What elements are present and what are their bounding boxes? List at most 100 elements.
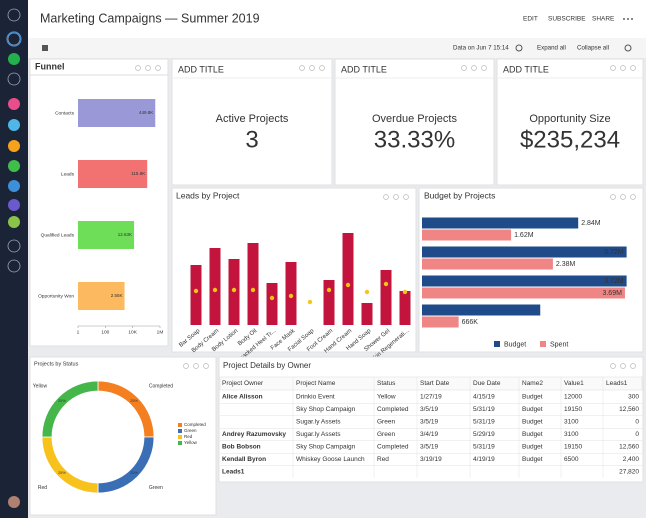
bar bbox=[422, 304, 541, 316]
expand-all[interactable]: Expand all bbox=[537, 45, 566, 52]
table-cell: 3/19/19 bbox=[420, 456, 442, 463]
legend-swatch bbox=[540, 341, 546, 347]
value-label: 3.72M bbox=[604, 278, 624, 285]
legend-swatch bbox=[178, 441, 182, 445]
table-cell: Sugar.ly Assets bbox=[296, 431, 341, 438]
panel-icon[interactable] bbox=[630, 363, 636, 369]
kpi-label: Overdue Projects bbox=[372, 113, 457, 125]
panel-icon[interactable] bbox=[155, 65, 161, 71]
legend-label: Budget bbox=[504, 341, 526, 348]
bar bbox=[323, 280, 335, 325]
dot bbox=[364, 289, 370, 295]
panel-icon[interactable] bbox=[145, 65, 151, 71]
column-header[interactable]: Project Owner bbox=[222, 380, 264, 387]
more-icon[interactable] bbox=[627, 18, 629, 20]
category-label: Leads bbox=[61, 171, 75, 177]
panel-icon[interactable] bbox=[393, 194, 399, 200]
sidebar-icon[interactable] bbox=[7, 32, 21, 46]
sidebar-icon[interactable] bbox=[7, 72, 21, 86]
sidebar-icon[interactable] bbox=[8, 140, 20, 152]
table-cell: 4/15/19 bbox=[473, 394, 495, 401]
table-cell: Red bbox=[377, 456, 389, 463]
column-header[interactable]: Start Date bbox=[420, 380, 450, 387]
panel-icon[interactable] bbox=[610, 363, 616, 369]
sidebar-icon[interactable] bbox=[7, 239, 21, 253]
x-tick-label: 10K bbox=[128, 329, 137, 335]
panel-icon[interactable] bbox=[471, 65, 477, 71]
panel-icon[interactable] bbox=[135, 65, 141, 71]
column-header[interactable]: Project Name bbox=[296, 380, 336, 387]
panel-icon[interactable] bbox=[481, 65, 487, 71]
sidebar-icon[interactable] bbox=[8, 53, 20, 65]
value-label: 2.38M bbox=[556, 261, 576, 268]
bar bbox=[422, 258, 553, 270]
category-label: Contacts bbox=[55, 110, 75, 116]
column-header[interactable]: Name2 bbox=[522, 380, 543, 387]
sidebar-icon[interactable] bbox=[8, 98, 20, 110]
bar bbox=[190, 265, 202, 325]
subscribe-button[interactable]: SUBSCRIBE bbox=[548, 16, 586, 23]
table-cell: Sky Shop Campaign bbox=[296, 406, 356, 413]
panel-icon[interactable] bbox=[299, 65, 305, 71]
panel-icon[interactable] bbox=[403, 194, 409, 200]
refresh-icon[interactable] bbox=[515, 44, 523, 52]
edit-button[interactable]: EDIT bbox=[523, 16, 538, 23]
sidebar-icon[interactable] bbox=[8, 180, 20, 192]
column-header[interactable]: Due Date bbox=[473, 380, 501, 387]
panel-icon[interactable] bbox=[610, 194, 616, 200]
share-button[interactable]: SHARE bbox=[592, 16, 615, 23]
table-cell: 19150 bbox=[564, 406, 582, 413]
column-header[interactable]: Leads1 bbox=[606, 380, 628, 387]
sidebar-icon[interactable] bbox=[8, 216, 20, 228]
more-icon[interactable] bbox=[623, 18, 625, 20]
panel-icon[interactable] bbox=[183, 363, 189, 369]
sidebar-icon[interactable] bbox=[8, 496, 20, 508]
value-label: 115.9K bbox=[131, 171, 145, 176]
funnel-bar bbox=[78, 282, 125, 310]
panel-icon[interactable] bbox=[193, 363, 199, 369]
table-cell: 0 bbox=[635, 419, 639, 426]
more-icon[interactable] bbox=[631, 18, 633, 20]
sidebar-icon[interactable] bbox=[7, 8, 21, 22]
panel-icon[interactable] bbox=[383, 194, 389, 200]
sidebar-icon[interactable] bbox=[8, 160, 20, 172]
slice-name: Completed bbox=[149, 383, 173, 389]
collapse-all[interactable]: Collapse all bbox=[577, 45, 609, 52]
panel-icon[interactable] bbox=[630, 65, 636, 71]
dot bbox=[193, 288, 199, 294]
sidebar-icon[interactable] bbox=[7, 259, 21, 273]
settings-icon[interactable] bbox=[624, 44, 632, 52]
sidebar-icon[interactable] bbox=[8, 119, 20, 131]
value-label: 1.62M bbox=[514, 232, 534, 239]
grid-icon[interactable] bbox=[42, 45, 48, 51]
bar bbox=[342, 233, 354, 325]
column-header[interactable]: Status bbox=[377, 380, 396, 387]
funnel-bar bbox=[78, 99, 156, 127]
sidebar-icon[interactable] bbox=[8, 199, 20, 211]
panel-icon[interactable] bbox=[319, 65, 325, 71]
column-header[interactable]: Value1 bbox=[564, 380, 584, 387]
panel-icon[interactable] bbox=[620, 363, 626, 369]
panel-icon[interactable] bbox=[309, 65, 315, 71]
table-cell: Sky Shop Campaign bbox=[296, 444, 356, 451]
value-label: 2.84M bbox=[581, 220, 601, 227]
panel-icon[interactable] bbox=[461, 65, 467, 71]
data-time: Data on Jun 7 15:14 bbox=[453, 45, 509, 52]
dot bbox=[326, 287, 332, 293]
table-cell: 300 bbox=[628, 394, 639, 401]
panel-icon[interactable] bbox=[620, 194, 626, 200]
category-label: Qualified Leads bbox=[41, 232, 75, 238]
panel-icon[interactable] bbox=[203, 363, 209, 369]
table-cell: 4/19/19 bbox=[473, 456, 495, 463]
panel-title: Leads by Project bbox=[176, 190, 240, 200]
panel bbox=[29, 356, 217, 516]
table-cell: 5/29/19 bbox=[473, 431, 495, 438]
table-cell: Green bbox=[377, 431, 395, 438]
panel-icon[interactable] bbox=[610, 65, 616, 71]
bar bbox=[422, 287, 625, 299]
panel-icon[interactable] bbox=[620, 65, 626, 71]
panel-icon[interactable] bbox=[630, 194, 636, 200]
bar bbox=[285, 262, 297, 325]
